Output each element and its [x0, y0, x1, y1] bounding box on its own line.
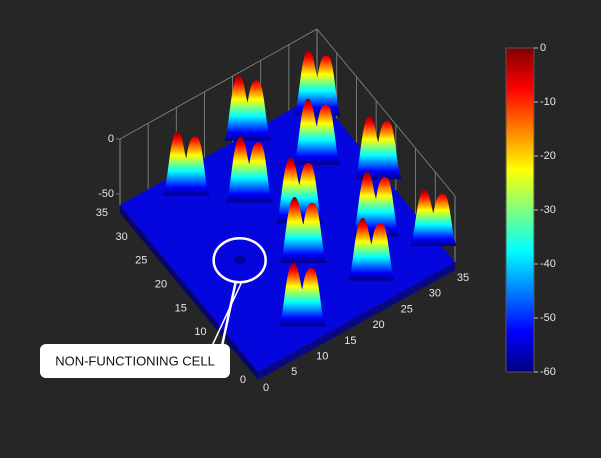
colorbar-label: -20 [540, 150, 556, 162]
y-tick-label: 20 [155, 278, 167, 290]
box-edge [316, 28, 456, 197]
y-tick-label: 30 [115, 231, 127, 243]
z-tick-label: -50 [98, 188, 114, 200]
box-edge [119, 28, 318, 140]
peak [278, 262, 327, 327]
slab-side [258, 262, 455, 380]
colorbar-label: -30 [540, 204, 556, 216]
peak [409, 188, 458, 247]
y-tick-label: 35 [96, 207, 108, 219]
x-tick-label: 35 [457, 272, 469, 284]
peak [293, 49, 342, 116]
peak [279, 196, 328, 263]
colorbar-label: -60 [540, 366, 556, 378]
colorbar-label: -40 [540, 258, 556, 270]
peak [293, 98, 342, 165]
plot-3d: 05101520253035051015202530350-50 [96, 28, 469, 394]
y-tick-label: 10 [194, 326, 206, 338]
y-tick-label: 25 [135, 255, 147, 267]
peak [354, 115, 403, 180]
x-tick-label: 20 [372, 319, 384, 331]
y-tick-label: 0 [240, 374, 246, 386]
x-tick-label: 15 [344, 335, 356, 347]
callout-text: NON-FUNCTIONING CELL [55, 353, 215, 368]
x-tick-label: 30 [429, 288, 441, 300]
peak [347, 217, 396, 281]
colorbar-label: -10 [540, 96, 556, 108]
callout-pointer [220, 281, 237, 347]
dead-cell [233, 256, 246, 265]
x-tick-label: 10 [316, 350, 328, 362]
z-tick-label: 0 [108, 133, 114, 145]
peak [162, 130, 211, 196]
highlight-ring [212, 236, 267, 284]
x-tick-label: 5 [291, 366, 297, 378]
callout-box [40, 344, 230, 378]
peak [223, 74, 272, 141]
colorbar-label: 0 [540, 42, 546, 54]
colorbar [505, 47, 535, 373]
colorbar-label: -50 [540, 312, 556, 324]
peak [225, 136, 274, 203]
x-tick-label: 25 [401, 303, 413, 315]
x-tick-label: 0 [263, 382, 269, 394]
callout-pointer [211, 281, 243, 347]
y-tick-label: 15 [175, 302, 187, 314]
